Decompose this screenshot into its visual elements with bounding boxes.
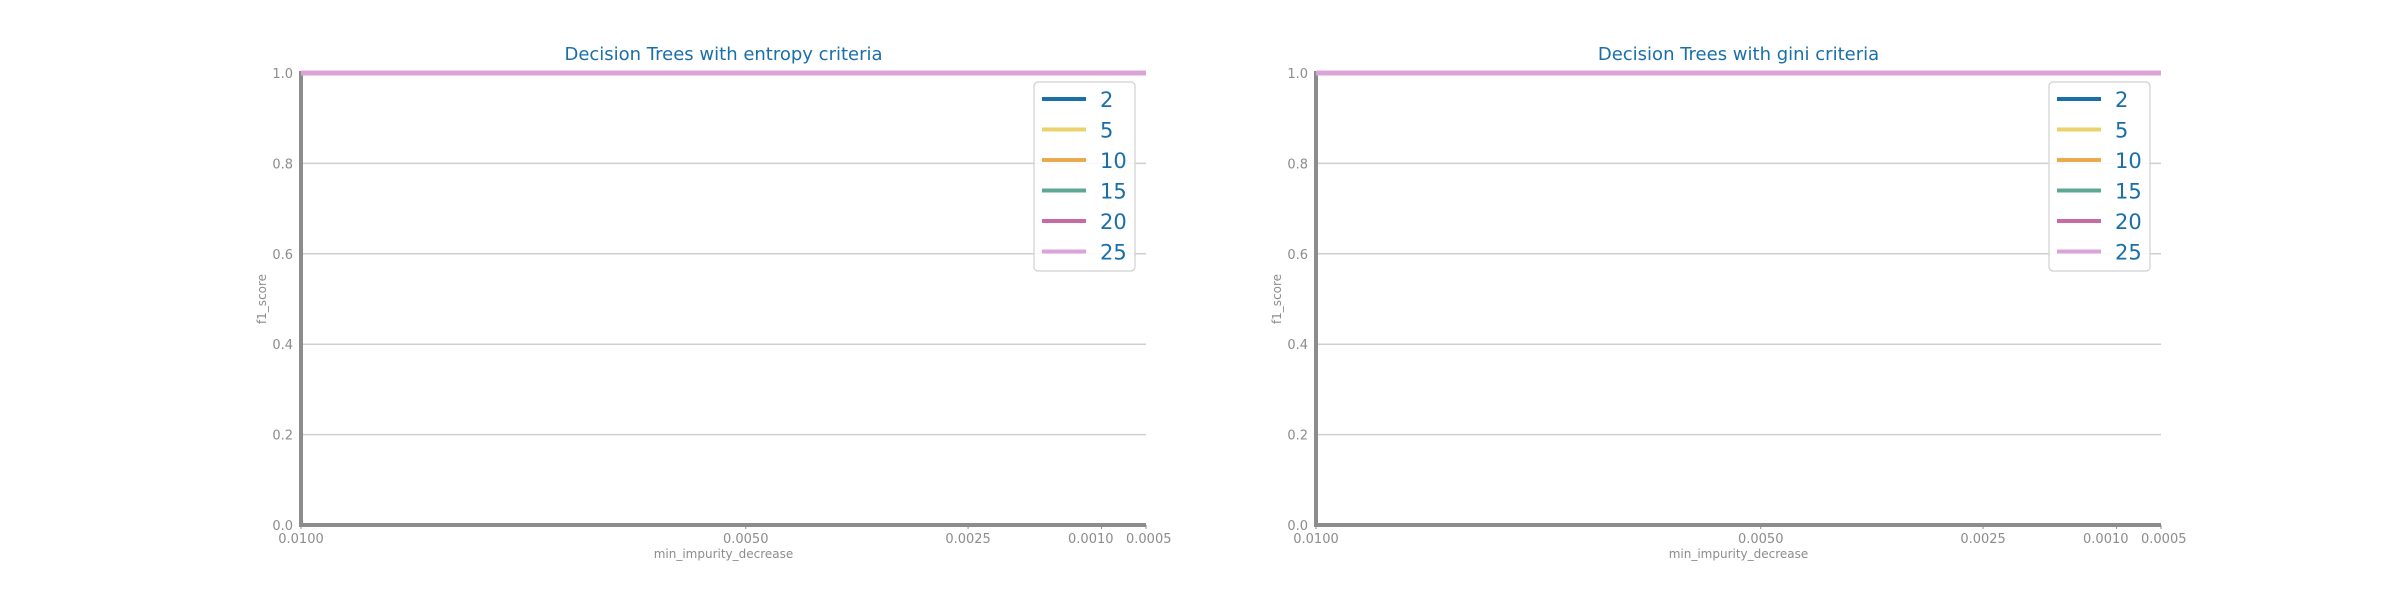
legend-entry: 2 bbox=[1100, 88, 1113, 112]
y-tick-label: 0.4 bbox=[1287, 338, 1308, 353]
y-tick-label: 0.0 bbox=[1287, 519, 1308, 534]
chart-title: Decision Trees with gini criteria bbox=[1598, 44, 1879, 65]
legend-entry: 20 bbox=[2115, 210, 2142, 234]
legend-entry: 5 bbox=[2115, 119, 2128, 143]
x-tick-label: 0.0025 bbox=[1960, 532, 2006, 547]
x-tick-label: 0.0005 bbox=[2141, 532, 2187, 547]
y-tick-label: 0.4 bbox=[272, 338, 293, 353]
y-tick-label: 0.0 bbox=[272, 519, 293, 534]
chart-title: Decision Trees with entropy criteria bbox=[564, 44, 882, 65]
x-axis-label: min_impurity_decrease bbox=[654, 547, 794, 561]
x-tick-label: 0.0050 bbox=[723, 532, 769, 547]
chart-panel-2: 0.0 0.2 0.4 0.6 0.8 1.0 0.0100 0.0050 0.0025 0.00… bbox=[1270, 44, 2187, 561]
legend-entry: 2 bbox=[2115, 88, 2128, 112]
y-tick-label: 0.6 bbox=[272, 248, 293, 263]
legend-entry: 25 bbox=[2115, 241, 2142, 265]
y-tick-label: 0.6 bbox=[1287, 248, 1308, 263]
x-tick-label: 0.0100 bbox=[278, 532, 324, 547]
legend-entry: 10 bbox=[2115, 149, 2142, 173]
legend-entry: 10 bbox=[1100, 149, 1127, 173]
legend-entry: 15 bbox=[2115, 180, 2142, 204]
x-tick-label: 0.0100 bbox=[1293, 532, 1339, 547]
y-tick-label: 1.0 bbox=[272, 67, 293, 82]
chart-panel-1: 0.0 0.2 0.4 0.6 0.8 1.0 0.0100 0.0050 0.0025 0.00… bbox=[255, 44, 1172, 561]
y-tick-label: 0.2 bbox=[1287, 429, 1308, 444]
x-tick-label: 0.0025 bbox=[945, 532, 991, 547]
legend-entry: 20 bbox=[1100, 210, 1127, 234]
x-axis-label: min_impurity_decrease bbox=[1669, 547, 1809, 561]
x-tick-label: 0.0010 bbox=[1068, 532, 1114, 547]
x-tick-label: 0.0005 bbox=[1126, 532, 1172, 547]
x-tick-label: 0.0050 bbox=[1738, 532, 1784, 547]
y-tick-label: 0.8 bbox=[1287, 157, 1308, 172]
x-tick-label: 0.0010 bbox=[2083, 532, 2129, 547]
legend-entry: 15 bbox=[1100, 180, 1127, 204]
legend-entry: 5 bbox=[1100, 119, 1113, 143]
y-tick-label: 0.8 bbox=[272, 157, 293, 172]
y-tick-label: 0.2 bbox=[272, 429, 293, 444]
y-tick-label: 1.0 bbox=[1287, 67, 1308, 82]
y-axis-label: f1_score bbox=[255, 274, 269, 324]
y-axis-label: f1_score bbox=[1270, 274, 1284, 324]
legend-entry: 25 bbox=[1100, 241, 1127, 265]
